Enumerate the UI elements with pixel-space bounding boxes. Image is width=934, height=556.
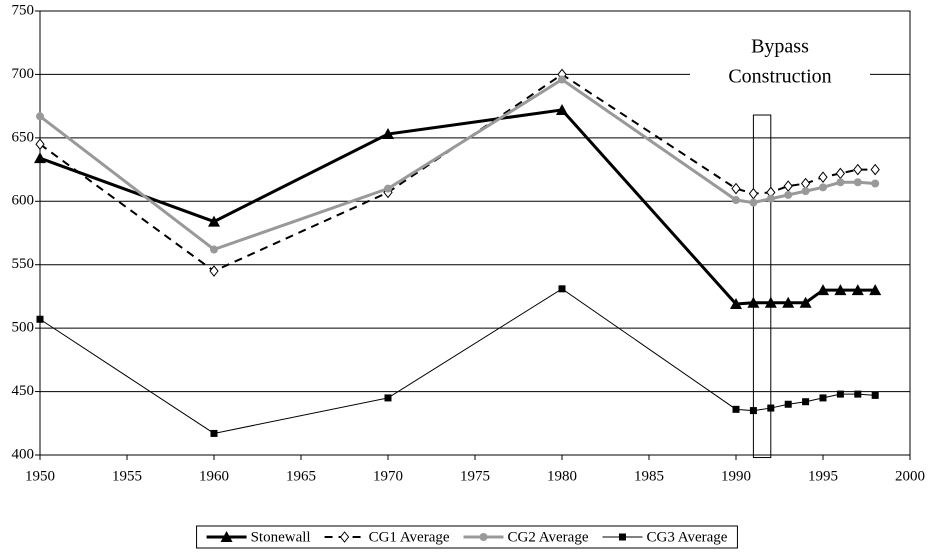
marker [36, 315, 44, 323]
x-tick-label: 2000 [895, 468, 925, 484]
marker [819, 394, 827, 402]
annotation-bg [690, 30, 870, 95]
y-tick-label: 400 [12, 446, 35, 462]
marker [209, 265, 219, 277]
series-line [39, 77, 876, 252]
marker [782, 296, 795, 308]
annotation-text: Construction [728, 66, 831, 88]
x-tick-label: 1955 [112, 468, 142, 484]
marker [817, 284, 829, 296]
legend-label: CG2 Average [508, 529, 589, 545]
x-tick-label: 1990 [721, 468, 751, 484]
legend: Stonewall CG1 Average CG2 Average CG3 Avera… [196, 525, 738, 549]
marker [783, 180, 793, 192]
marker [732, 196, 740, 205]
legend-marker [618, 533, 626, 541]
marker [853, 163, 863, 176]
x-tick-label: 1995 [808, 468, 838, 484]
legend-label: Stonewall [251, 529, 311, 545]
marker [871, 179, 880, 188]
marker [854, 390, 862, 398]
y-tick-label: 550 [12, 256, 35, 272]
marker [784, 190, 793, 199]
marker [802, 398, 810, 406]
marker [748, 187, 759, 200]
legend-marker [479, 533, 488, 541]
marker [382, 128, 394, 140]
y-tick-label: 750 [12, 2, 35, 18]
marker [384, 394, 392, 402]
marker [208, 215, 220, 227]
marker [853, 178, 862, 187]
marker [731, 182, 741, 195]
marker [869, 284, 882, 296]
annotation-text: Bypass [751, 36, 809, 58]
x-tick-label: 1960 [199, 468, 229, 484]
x-tick-label: 1965 [286, 468, 316, 484]
x-tick-label: 1970 [373, 468, 403, 484]
marker [730, 298, 742, 310]
y-tick-label: 600 [12, 193, 35, 209]
marker [764, 296, 777, 308]
marker [556, 103, 568, 115]
marker [34, 152, 46, 164]
x-tick-label: 1985 [634, 468, 664, 484]
series-line [39, 108, 876, 306]
marker [766, 194, 775, 203]
marker [851, 284, 864, 296]
marker [749, 198, 758, 207]
x-tick-label: 1975 [460, 468, 490, 484]
x-tick-label: 1950 [25, 468, 55, 484]
marker [35, 138, 45, 151]
marker [801, 187, 810, 196]
marker [210, 429, 218, 437]
annotation-box [752, 114, 772, 459]
marker [835, 167, 846, 180]
marker [767, 404, 775, 412]
marker [819, 183, 827, 192]
marker [747, 296, 760, 308]
marker [871, 391, 879, 399]
marker [870, 163, 880, 176]
legend-label: CG3 Average [646, 529, 727, 545]
y-tick-label: 700 [12, 66, 35, 82]
marker [732, 405, 740, 413]
marker [558, 75, 566, 84]
marker [834, 284, 847, 296]
plot-border [39, 10, 911, 456]
marker [749, 407, 757, 415]
y-tick-label: 450 [12, 383, 35, 399]
marker [836, 178, 845, 187]
marker [818, 171, 828, 183]
legend-label: CG1 Average [369, 529, 450, 545]
series-line [39, 73, 876, 273]
marker [836, 390, 844, 398]
legend-marker [220, 531, 233, 542]
marker [800, 177, 811, 190]
marker [384, 184, 392, 193]
marker [799, 296, 812, 308]
x-tick-label: 1980 [547, 468, 577, 484]
legend-marker [339, 531, 350, 543]
marker [36, 112, 44, 121]
y-tick-label: 500 [12, 320, 35, 336]
marker [210, 245, 218, 254]
marker [558, 285, 566, 293]
marker [784, 400, 792, 408]
y-tick-label: 650 [12, 129, 35, 145]
